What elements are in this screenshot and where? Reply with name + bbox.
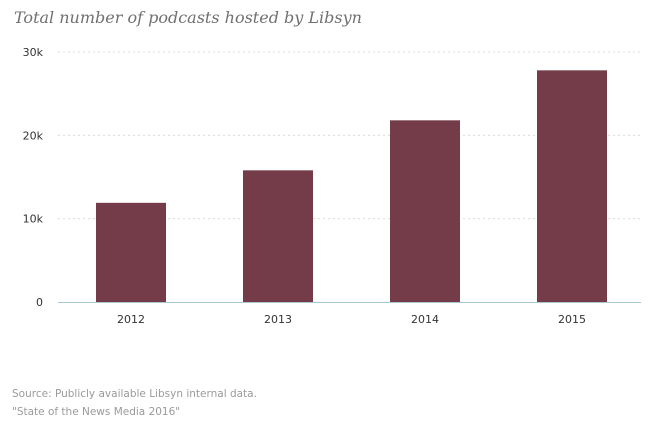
bar-2014	[390, 120, 460, 302]
source-line: Source: Publicly available Libsyn intern…	[12, 388, 257, 400]
bar-2013	[243, 170, 313, 302]
source-note: Source: Publicly available Libsyn intern…	[12, 385, 257, 421]
x-axis-ticks: 2012 2013 2014 2015	[117, 313, 586, 326]
bars	[96, 70, 607, 302]
bar-chart: 0 10k 20k 30k 2012 2013 2014 2015	[23, 46, 641, 326]
chart-title: Total number of podcasts hosted by Libsy…	[14, 8, 362, 27]
y-axis-ticks: 0 10k 20k 30k	[23, 46, 44, 309]
y-tick-label-0: 0	[36, 296, 43, 309]
x-tick-label-2014: 2014	[411, 313, 439, 326]
x-tick-label-2013: 2013	[264, 313, 292, 326]
bar-2012	[96, 202, 166, 302]
source-report-line: "State of the News Media 2016"	[12, 406, 181, 418]
x-tick-label-2012: 2012	[117, 313, 145, 326]
y-tick-label-2: 20k	[23, 129, 44, 142]
x-tick-label-2015: 2015	[558, 313, 586, 326]
bar-2015	[537, 70, 607, 302]
y-tick-label-3: 30k	[23, 46, 44, 59]
y-tick-label-1: 10k	[23, 213, 44, 226]
